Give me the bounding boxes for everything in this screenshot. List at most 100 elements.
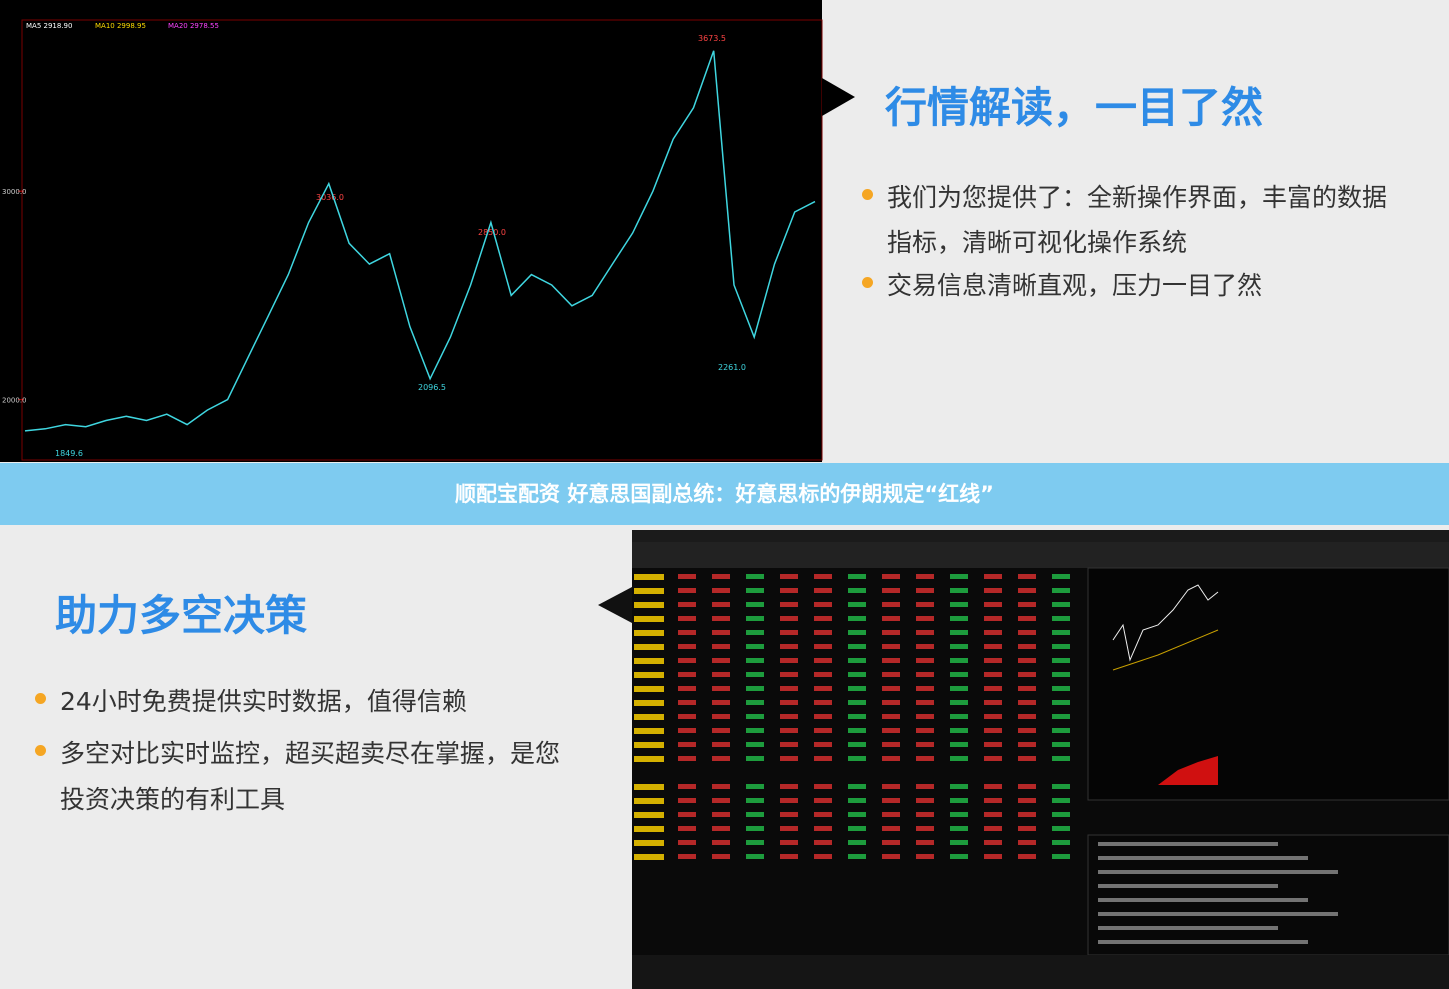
row-cell	[848, 840, 866, 845]
row-cell	[1018, 784, 1036, 789]
row-name	[634, 714, 664, 720]
row-cell	[780, 784, 798, 789]
row-cell	[780, 686, 798, 691]
row-cell	[780, 826, 798, 831]
row-cell	[678, 714, 696, 719]
row-cell	[848, 756, 866, 761]
row-cell	[780, 630, 798, 635]
row-cell	[814, 700, 832, 705]
row-cell	[916, 700, 934, 705]
y-tick-label: 3000.0	[2, 188, 27, 196]
row-cell	[780, 742, 798, 747]
row-cell	[746, 714, 764, 719]
row-cell	[780, 658, 798, 663]
row-cell	[916, 840, 934, 845]
row-cell	[814, 686, 832, 691]
row-name	[634, 588, 664, 594]
row-cell	[678, 826, 696, 831]
row-cell	[984, 644, 1002, 649]
row-cell	[1052, 700, 1070, 705]
row-cell	[746, 784, 764, 789]
row-cell	[916, 686, 934, 691]
row-cell	[712, 728, 730, 733]
row-cell	[678, 616, 696, 621]
row-cell	[712, 672, 730, 677]
row-cell	[1052, 812, 1070, 817]
row-cell	[950, 714, 968, 719]
row-name	[634, 826, 664, 832]
row-cell	[916, 658, 934, 663]
row-cell	[1052, 588, 1070, 593]
kline-chart: MA5 2918.90 MA10 2998.95 MA20 2978.55 36…	[0, 0, 855, 462]
row-cell	[950, 672, 968, 677]
row-cell	[746, 574, 764, 579]
row-cell	[1018, 630, 1036, 635]
bullet: 投资决策的有利工具	[60, 785, 286, 814]
row-cell	[1018, 574, 1036, 579]
legend-ma10: MA10 2998.95	[95, 22, 146, 30]
row-cell	[882, 686, 900, 691]
row-cell	[814, 658, 832, 663]
row-name	[634, 616, 664, 622]
row-name	[634, 574, 664, 580]
row-cell	[984, 812, 1002, 817]
row-cell	[1018, 644, 1036, 649]
bullet-dot	[862, 277, 873, 288]
row-cell	[984, 672, 1002, 677]
news-line	[1098, 856, 1308, 860]
row-cell	[678, 672, 696, 677]
annotation: 2096.5	[418, 383, 446, 392]
row-cell	[678, 700, 696, 705]
price-line	[24, 50, 816, 432]
row-cell	[1018, 588, 1036, 593]
row-cell	[882, 798, 900, 803]
row-cell	[882, 812, 900, 817]
row-cell	[678, 658, 696, 663]
row-cell	[814, 588, 832, 593]
row-cell	[712, 630, 730, 635]
news-line	[1098, 912, 1338, 916]
row-name	[634, 602, 664, 608]
row-cell	[950, 756, 968, 761]
row-cell	[916, 812, 934, 817]
legend-ma5: MA5 2918.90	[26, 22, 72, 30]
row-cell	[678, 644, 696, 649]
row-cell	[678, 812, 696, 817]
bullet: 交易信息清晰直观，压力一目了然	[887, 271, 1263, 300]
row-cell	[882, 630, 900, 635]
annotation: 3673.5	[698, 34, 726, 43]
row-cell	[780, 812, 798, 817]
menu-bar	[632, 530, 1449, 542]
row-cell	[882, 854, 900, 859]
pointer	[822, 78, 855, 116]
row-cell	[848, 672, 866, 677]
row-cell	[678, 574, 696, 579]
row-cell	[916, 672, 934, 677]
row-name	[634, 728, 664, 734]
row-cell	[848, 714, 866, 719]
row-cell	[814, 644, 832, 649]
row-cell	[814, 784, 832, 789]
row-cell	[950, 658, 968, 663]
row-cell	[814, 854, 832, 859]
row-name	[634, 798, 664, 804]
row-cell	[1052, 840, 1070, 845]
row-cell	[882, 644, 900, 649]
row-cell	[1052, 826, 1070, 831]
row-cell	[916, 574, 934, 579]
row-name	[634, 686, 664, 692]
row-cell	[814, 826, 832, 831]
row-cell	[746, 686, 764, 691]
row-cell	[916, 602, 934, 607]
row-cell	[712, 742, 730, 747]
row-cell	[678, 588, 696, 593]
status-bar	[632, 955, 1449, 989]
row-cell	[916, 588, 934, 593]
chart-panel	[1087, 567, 1449, 801]
row-cell	[848, 602, 866, 607]
row-cell	[814, 574, 832, 579]
row-cell	[882, 658, 900, 663]
row-cell	[1052, 728, 1070, 733]
news-line	[1098, 940, 1308, 944]
row-cell	[712, 700, 730, 705]
